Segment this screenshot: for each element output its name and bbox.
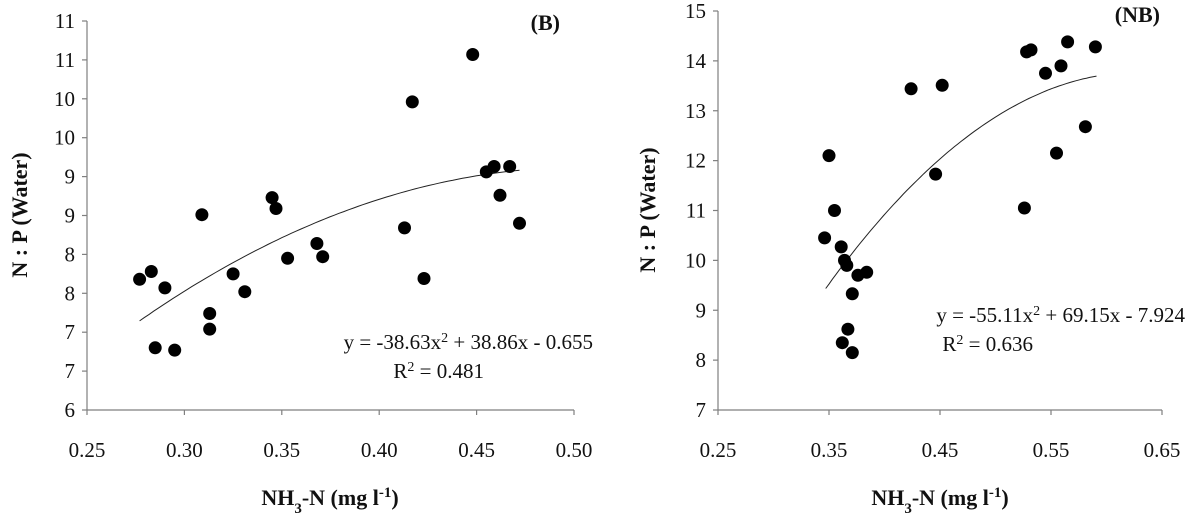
data-point xyxy=(828,204,841,217)
x-tick-label: 0.25 xyxy=(69,438,106,462)
data-point xyxy=(195,208,209,222)
data-point xyxy=(1078,120,1092,134)
y-tick-label: 7 xyxy=(696,398,707,422)
data-point xyxy=(316,250,330,264)
data-point xyxy=(158,281,172,295)
y-tick-label: 12 xyxy=(685,149,706,173)
data-point xyxy=(148,341,162,355)
y-tick-label: 11 xyxy=(55,48,75,72)
data-point xyxy=(904,82,918,96)
data-point xyxy=(1024,43,1038,57)
x-tick-label: 0.25 xyxy=(700,438,737,462)
y-axis-title: N : P (Water) xyxy=(7,152,32,277)
data-point xyxy=(269,202,283,215)
x-tick-label: 0.35 xyxy=(811,438,848,462)
data-point xyxy=(238,285,252,299)
data-point xyxy=(845,287,859,301)
x-tick-label: 0.35 xyxy=(263,438,300,462)
y-tick-label: 9 xyxy=(696,298,707,322)
x-tick-label: 0.30 xyxy=(166,438,203,462)
data-point xyxy=(1061,35,1075,49)
data-point xyxy=(133,272,147,286)
y-tick-label: 8 xyxy=(696,348,707,372)
y-tick-label: 10 xyxy=(685,248,706,272)
x-axis-title: NH3-N (mg l-1) xyxy=(261,485,398,517)
data-point xyxy=(493,188,507,202)
data-point xyxy=(1050,146,1063,160)
x-tick-label: 0.50 xyxy=(556,438,593,462)
trendline xyxy=(139,169,520,322)
data-point xyxy=(822,149,836,163)
data-point xyxy=(503,160,517,173)
y-tick-label: 10 xyxy=(54,87,75,111)
r-squared: R2 = 0.636 xyxy=(942,332,1033,356)
data-point xyxy=(265,191,279,205)
data-point xyxy=(203,322,217,336)
data-point xyxy=(144,265,158,278)
x-tick-label: 0.65 xyxy=(1144,438,1181,462)
data-point xyxy=(487,160,501,173)
y-tick-label: 9 xyxy=(65,204,76,228)
trendline xyxy=(825,75,1097,289)
y-tick-label: 8 xyxy=(65,281,76,305)
data-point xyxy=(935,78,949,92)
data-point xyxy=(1088,40,1102,54)
y-tick-label: 11 xyxy=(55,9,75,33)
data-point xyxy=(1017,201,1031,215)
data-point xyxy=(835,336,849,350)
data-point xyxy=(281,251,295,265)
trend-equation: y = -38.63x2 + 38.86x - 0.655 xyxy=(344,330,593,354)
y-axis-title: N : P (Water) xyxy=(635,147,660,272)
x-tick-label: 0.55 xyxy=(1033,438,1070,462)
x-axis-title: NH3-N (mg l-1) xyxy=(871,485,1008,517)
trend-equation: y = -55.11x2 + 69.15x - 7.924 xyxy=(936,303,1185,327)
y-tick-label: 15 xyxy=(685,0,706,23)
data-point xyxy=(203,307,217,320)
data-point xyxy=(466,48,480,61)
y-tick-label: 9 xyxy=(65,165,76,189)
panel-label: (B) xyxy=(531,10,560,35)
data-point xyxy=(929,167,943,181)
x-tick-label: 0.45 xyxy=(458,438,495,462)
data-point xyxy=(834,240,848,254)
data-point xyxy=(1054,59,1068,73)
data-point xyxy=(841,322,855,336)
data-point xyxy=(860,265,874,279)
data-point xyxy=(840,258,854,272)
data-point xyxy=(818,231,832,245)
y-tick-label: 6 xyxy=(65,398,76,422)
panel-label: (NB) xyxy=(1115,2,1160,27)
x-tick-label: 0.40 xyxy=(361,438,398,462)
y-tick-label: 7 xyxy=(65,320,76,344)
x-tick-label: 0.45 xyxy=(922,438,959,462)
data-point xyxy=(226,267,240,281)
data-point xyxy=(168,343,182,357)
data-point xyxy=(405,95,419,109)
y-tick-label: 8 xyxy=(65,242,76,266)
y-tick-label: 11 xyxy=(686,199,706,223)
data-point xyxy=(1039,66,1052,80)
chart-panel-2: 7 8 9 10 11 12 13 14 15 0.25 0.35 0.45 0.55 0.65 (NB) y… xyxy=(635,0,1185,517)
y-tick-label: 13 xyxy=(685,99,706,123)
data-point xyxy=(398,221,411,235)
data-point xyxy=(845,346,859,360)
y-tick-label: 7 xyxy=(65,359,76,383)
chart-panel-1: 6 7 7 8 8 9 9 10 10 11 11 0.25 0.30 0.35 0.40 0.45 0.50 (… xyxy=(7,9,593,517)
data-point xyxy=(513,216,526,230)
r-squared: R2 = 0.481 xyxy=(393,359,484,383)
data-point xyxy=(310,237,324,250)
y-tick-label: 10 xyxy=(54,126,75,150)
y-tick-label: 14 xyxy=(685,49,707,73)
data-point xyxy=(417,272,431,285)
